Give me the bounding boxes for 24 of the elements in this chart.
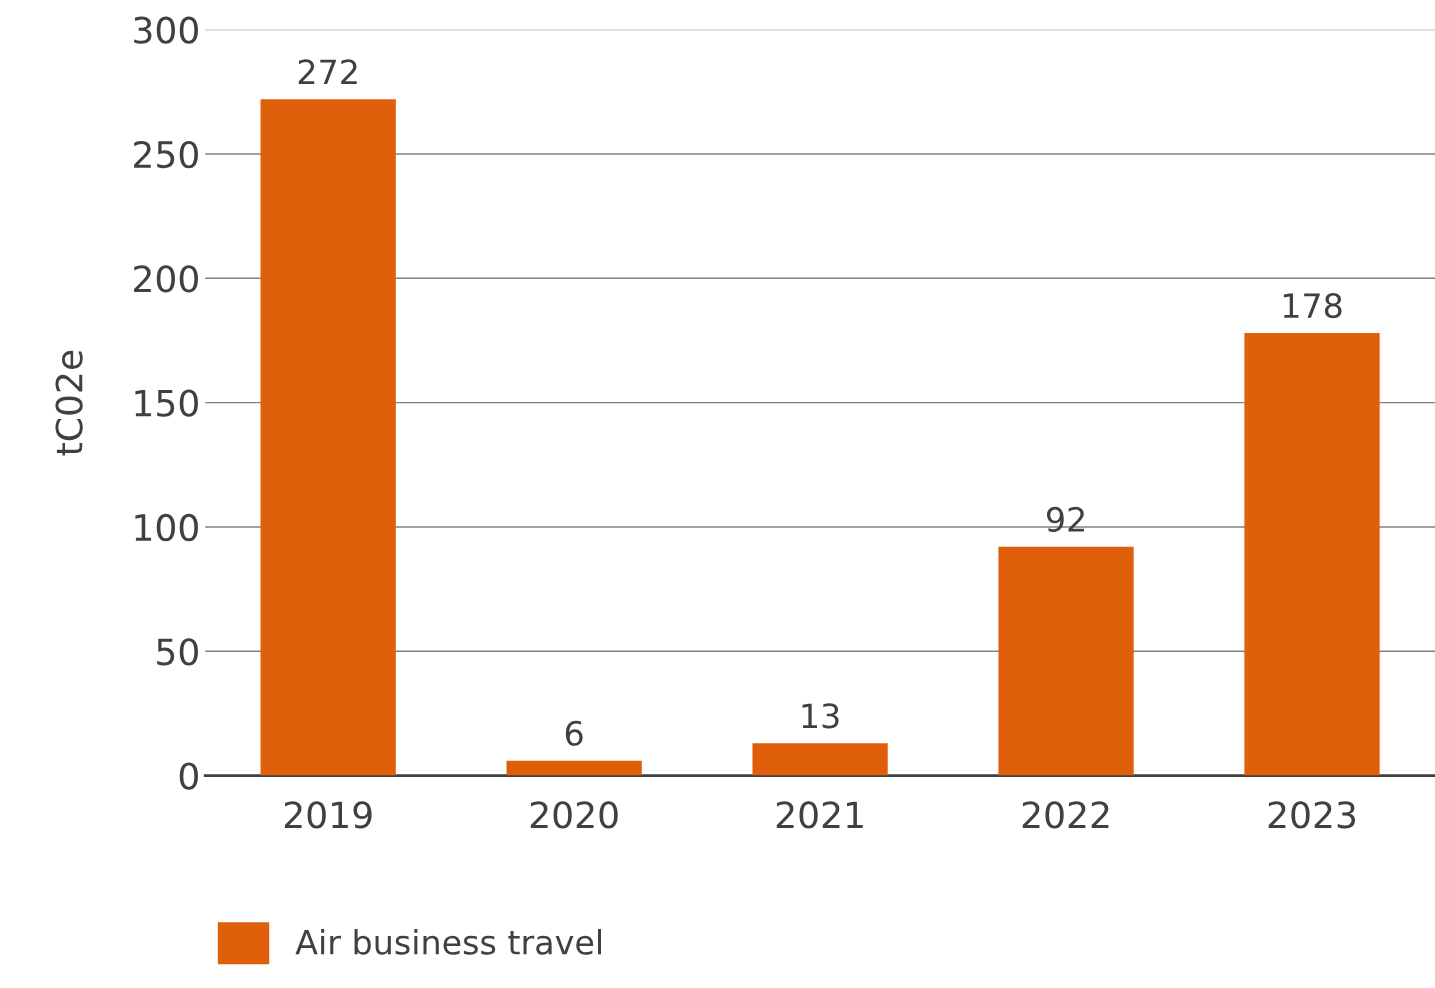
y-tick-label: 250	[134, 140, 198, 169]
legend-label: Air business travel	[295, 928, 602, 955]
y-tick-label: 200	[134, 265, 198, 293]
y-tick-label: 300	[134, 16, 198, 44]
y-tick-label: 0	[179, 762, 198, 790]
data-label: 178	[1283, 292, 1342, 319]
data-label: 272	[298, 59, 357, 84]
data-label: 13	[802, 703, 839, 729]
data-label: 92	[1046, 506, 1084, 533]
x-tick-label: 2019	[284, 801, 372, 829]
bar	[260, 99, 396, 776]
bar	[1244, 332, 1380, 776]
bar	[998, 546, 1134, 776]
y-tick-label: 100	[135, 513, 198, 542]
y-axis-title: tC02e	[55, 350, 83, 456]
x-tick-label: 2023	[1268, 801, 1356, 829]
y-tick-label: 150	[135, 389, 198, 417]
y-tick-label: 50	[157, 638, 198, 666]
x-tick-label: 2022	[1022, 801, 1109, 829]
data-label: 6	[565, 720, 583, 746]
bar	[506, 760, 642, 776]
x-tick-label: 2020	[530, 801, 618, 829]
bar	[752, 743, 888, 776]
x-tick-label: 2021	[776, 801, 863, 829]
